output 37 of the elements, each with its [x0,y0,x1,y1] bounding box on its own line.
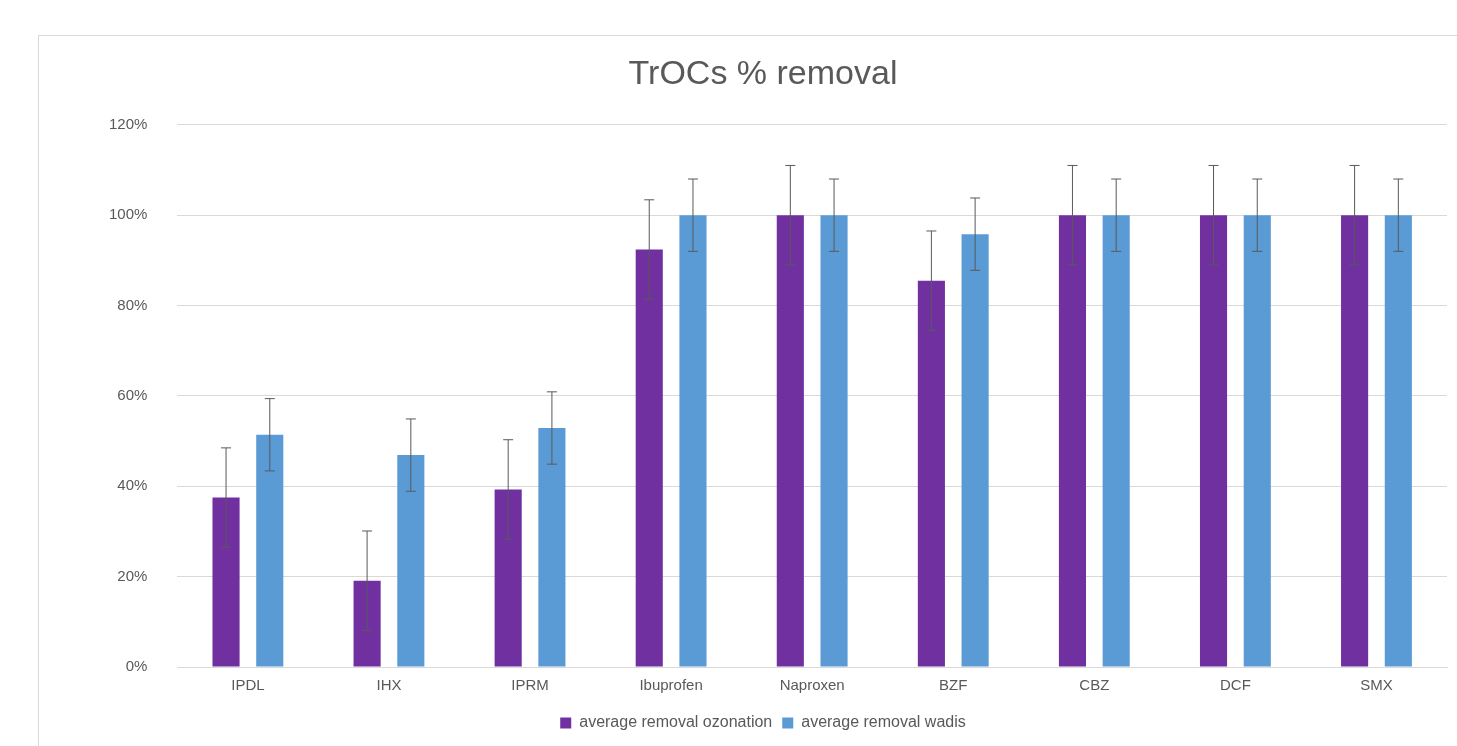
bar [1243,215,1271,667]
bar [961,234,989,667]
bar [1384,215,1412,667]
bar [1102,215,1130,667]
bar [212,497,240,667]
legend-label: average removal ozonation [579,713,773,731]
bar [679,215,707,667]
y-tick-label: 40% [117,476,148,494]
bar [256,434,284,667]
bar [1199,215,1228,667]
bar [776,215,804,667]
x-tick-label: IHX [376,676,402,694]
x-tick-label: DCF [1219,676,1251,694]
x-tick-label: IPDL [231,676,265,694]
x-tick-label: BZF [939,676,968,694]
bar [353,580,381,667]
y-tick-label: 0% [125,657,148,675]
bar [635,249,663,667]
bar [820,215,848,667]
x-tick-label: Naproxen [779,676,845,694]
x-tick-label: SMX [1360,676,1393,694]
bar [494,489,522,667]
x-tick-label: Ibuprofen [639,676,703,694]
bar [538,427,566,667]
y-tick-label: 120% [108,114,148,132]
bar [917,280,945,667]
bar [1058,215,1087,667]
y-tick-label: 100% [108,205,148,223]
chart-title: TrOCs % removal [628,52,898,91]
legend-label: average removal wadis [801,713,966,731]
bar [1341,215,1369,667]
x-tick-label: CBZ [1079,676,1110,694]
y-tick-label: 80% [117,295,148,313]
y-tick-label: 20% [117,566,148,584]
x-tick-label: IPRM [511,676,549,694]
y-tick-label: 60% [117,386,148,404]
bar [397,455,425,667]
